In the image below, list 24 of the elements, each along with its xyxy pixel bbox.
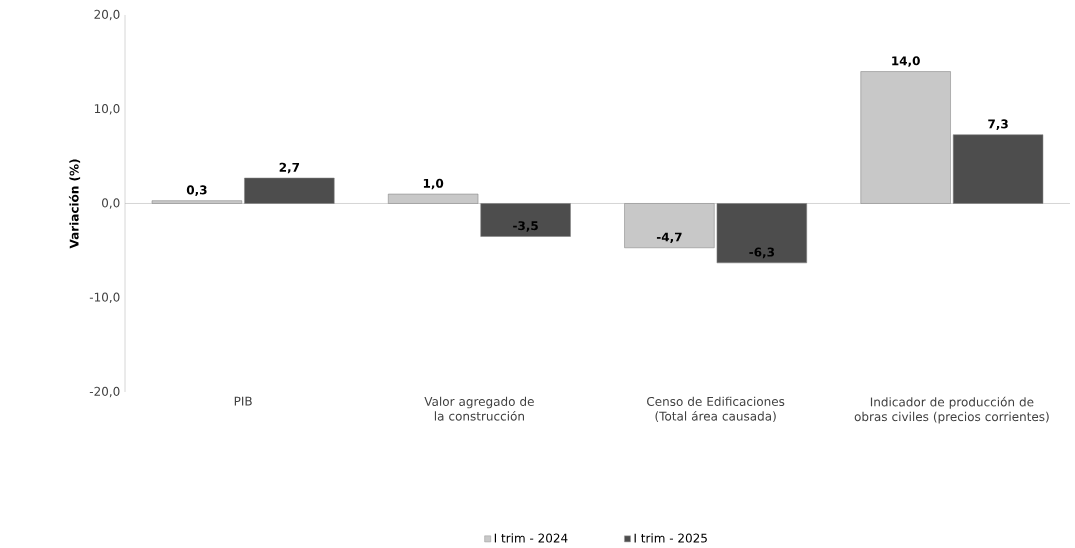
y-tick-label: -10,0 — [89, 292, 120, 303]
bar — [952, 134, 1044, 204]
y-axis-title: Variación (%) — [68, 159, 81, 249]
x-tick-label: Censo de Edificaciones (Total área causada) — [647, 396, 785, 423]
bar — [860, 71, 951, 204]
bar — [244, 177, 335, 204]
data-label: 1,0 — [423, 178, 444, 190]
x-tick-label: Indicador de producción de obras civiles (precios corrientes) — [854, 396, 1049, 424]
legend-label: I trim - 2025 — [634, 533, 707, 543]
y-tick-label: 20,0 — [94, 9, 120, 21]
x-tick-label: PIB — [234, 396, 252, 406]
data-label: -6,3 — [749, 247, 775, 259]
data-label: 7,3 — [988, 119, 1008, 130]
y-tick-label: -20,0 — [89, 386, 120, 398]
y-tick-label: 10,0 — [94, 104, 120, 115]
data-label: 2,7 — [279, 162, 300, 174]
data-label: -3,5 — [513, 221, 538, 232]
data-label: -4,7 — [656, 232, 682, 244]
y-tick-label: 0,0 — [102, 198, 120, 209]
legend-label: I trim - 2024 — [494, 533, 568, 543]
bar — [151, 200, 243, 204]
x-tick-label: Valor agregado de la construcción — [424, 396, 534, 421]
data-label: 14,0 — [892, 56, 920, 67]
data-label: 0,3 — [186, 185, 207, 196]
